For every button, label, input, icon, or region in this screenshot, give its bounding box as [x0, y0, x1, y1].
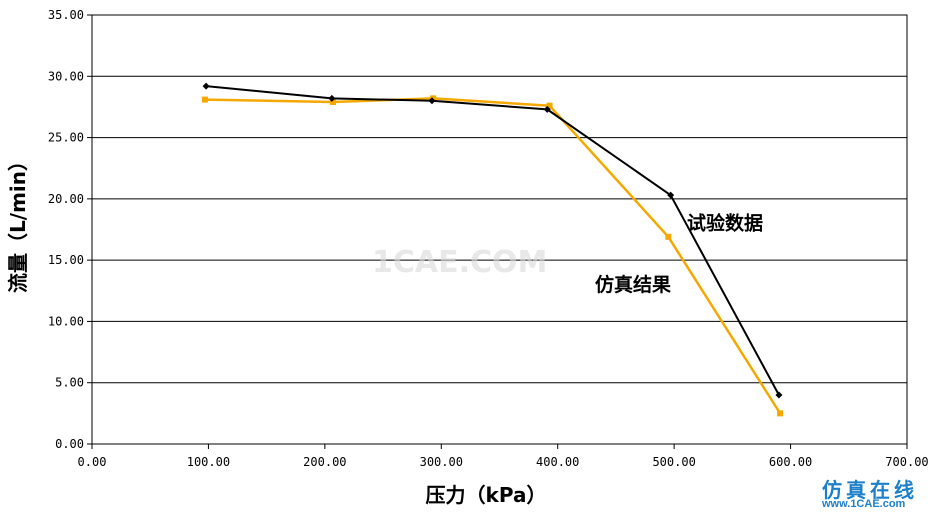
data-point [430, 95, 437, 102]
y-tick-label: 5.00 [55, 376, 84, 390]
axes [87, 14, 908, 449]
y-tick-label: 25.00 [48, 131, 84, 145]
y-tick-label: 30.00 [48, 69, 84, 83]
series-line-sim [204, 97, 782, 415]
y-tick-labels: 0.00 5.00 10.00 15.00 20.00 25.00 30.00 35.00 [48, 8, 84, 451]
series [201, 82, 784, 417]
series-annotation: 仿真结果 [595, 273, 671, 296]
data-point [546, 102, 553, 109]
series-annotation: 试验数据 [687, 212, 763, 235]
data-point [777, 410, 784, 417]
logo-text: 仿真在线 [822, 478, 918, 502]
watermark: 1CAE.COM [372, 245, 547, 280]
x-axis-title: 压力（kPa） [426, 483, 547, 507]
data-point [330, 99, 337, 106]
data-point [667, 191, 675, 199]
x-tick-label: 500.00 [652, 455, 695, 469]
data-point [665, 233, 672, 240]
series-line-test [206, 85, 780, 396]
data-point [543, 105, 551, 113]
x-tick-label: 200.00 [303, 455, 346, 469]
x-tick-label: 0.00 [78, 455, 107, 469]
y-tick-label: 35.00 [48, 8, 84, 22]
y-tick-label: 20.00 [48, 192, 84, 206]
data-point [775, 391, 783, 399]
data-point [328, 94, 336, 102]
plot-frame [91, 14, 908, 445]
x-tick-label: 300.00 [420, 455, 463, 469]
x-tick-labels: 0.00 100.00 200.00 300.00 400.00 500.00 600.00… [78, 455, 929, 469]
data-point [428, 97, 436, 105]
y-axis-title: 流量（L/min） [6, 151, 30, 293]
x-tick-label: 600.00 [769, 455, 812, 469]
gridlines [92, 75, 907, 384]
y-tick-label: 15.00 [48, 253, 84, 267]
x-tick-label: 700.00 [885, 455, 928, 469]
x-tick-label: 100.00 [187, 455, 230, 469]
data-point [202, 82, 210, 90]
data-point [201, 96, 208, 103]
y-tick-label: 0.00 [55, 437, 84, 451]
y-tick-label: 10.00 [48, 314, 84, 328]
x-tick-label: 400.00 [536, 455, 579, 469]
logo-url: www.1CAE.com [822, 498, 906, 510]
